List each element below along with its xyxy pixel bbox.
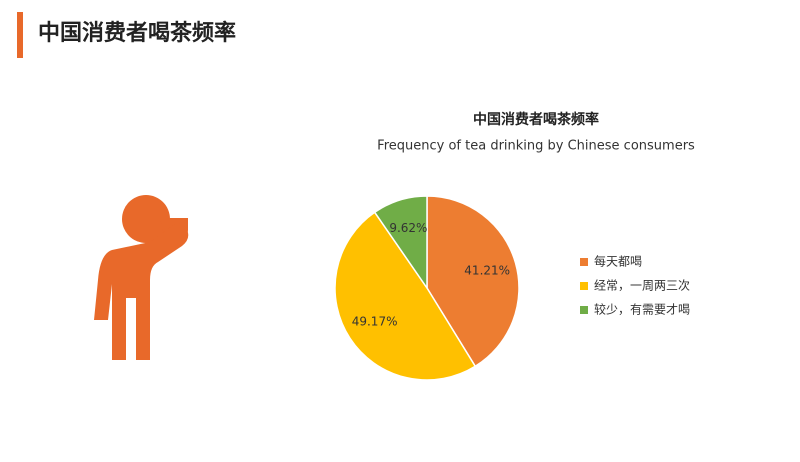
data-label: 49.17% bbox=[352, 315, 398, 329]
data-label: 41.21% bbox=[464, 263, 510, 277]
legend-label: 较少，有需要才喝 bbox=[594, 302, 690, 317]
pie-slice bbox=[426, 195, 520, 368]
pie-slice bbox=[373, 195, 428, 291]
legend-swatch bbox=[580, 258, 588, 266]
drinker-icon bbox=[94, 195, 189, 360]
data-label: 9.62% bbox=[389, 221, 427, 235]
legend-swatch bbox=[580, 306, 588, 314]
title-accent bbox=[17, 12, 23, 58]
chart-subtitle: Frequency of tea drinking by Chinese con… bbox=[377, 139, 695, 154]
legend-label: 每天都喝 bbox=[594, 254, 642, 269]
legend-label: 经常，一周两三次 bbox=[594, 279, 690, 293]
legend-swatch bbox=[580, 282, 588, 290]
slide-title: 中国消费者喝茶频率 bbox=[38, 20, 236, 46]
pie-slice bbox=[334, 211, 477, 381]
chart-title: 中国消费者喝茶频率 bbox=[473, 111, 599, 128]
